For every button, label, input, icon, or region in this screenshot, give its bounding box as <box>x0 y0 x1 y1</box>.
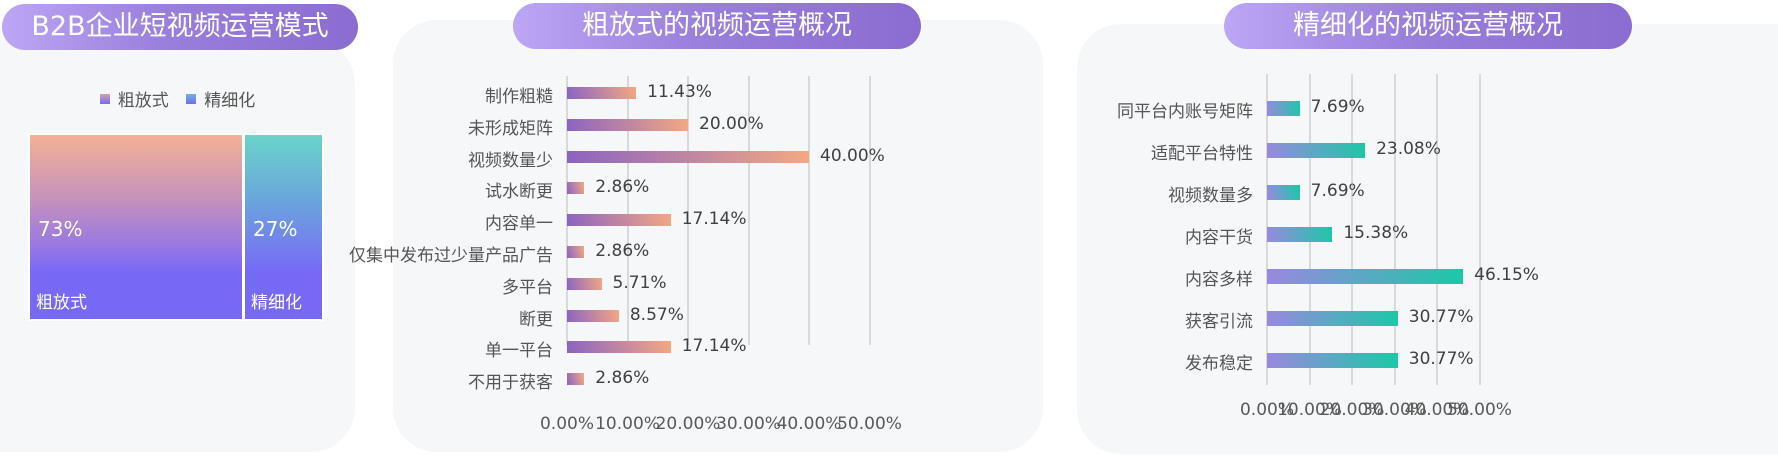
bar[interactable] <box>567 373 585 386</box>
bar[interactable] <box>567 150 809 163</box>
bar-value-label: 30.77% <box>1408 307 1474 327</box>
gridline <box>566 76 568 345</box>
x-axis-tick-label: 10.00% <box>595 414 660 434</box>
bar[interactable] <box>1267 268 1464 284</box>
x-axis-tick-label: 30.00% <box>1362 400 1427 420</box>
bar-value-label: 2.86% <box>595 241 650 261</box>
bar-value-label: 2.86% <box>595 368 650 389</box>
y-axis-category-label: 同平台内账号矩阵 <box>1117 102 1253 122</box>
y-axis-category-label: 试水断更 <box>485 182 553 203</box>
bar-value-label: 30.77% <box>1408 349 1474 369</box>
x-axis-tick-label: 10.00% <box>1277 400 1342 420</box>
bar-value-label: 8.57% <box>629 304 684 325</box>
bar-value-label: 7.69% <box>1310 181 1365 201</box>
panel-right-title: 精细化的视频运营概况 <box>1224 3 1632 49</box>
treemap-tile-rough[interactable]: 73% 粗放式 <box>28 133 244 321</box>
y-axis-category-label: 未形成矩阵 <box>468 118 553 139</box>
bar-value-label: 23.08% <box>1376 139 1441 159</box>
bar[interactable] <box>1267 100 1300 116</box>
bar[interactable] <box>1267 142 1366 158</box>
gridline <box>626 76 629 345</box>
y-axis-category-label: 内容单一 <box>485 214 553 235</box>
panel-middle-card <box>393 20 1043 452</box>
bar-value-label: 2.86% <box>595 177 650 198</box>
y-axis-category-label: 发布稳定 <box>1185 354 1253 374</box>
y-axis-category-label: 单一平台 <box>485 341 553 362</box>
y-axis-category-label: 制作粗糙 <box>485 87 553 107</box>
bar-value-label: 40.00% <box>820 145 885 166</box>
bar[interactable] <box>1267 310 1398 326</box>
bar[interactable] <box>567 341 671 354</box>
panel-middle-title: 粗放式的视频运营概况 <box>513 3 921 49</box>
gridline <box>1393 74 1396 385</box>
bar[interactable] <box>1267 184 1300 200</box>
bar[interactable] <box>567 214 671 227</box>
legend-swatch-fine <box>186 93 197 104</box>
y-axis-category-label: 内容干货 <box>1185 228 1253 248</box>
gridline <box>687 76 689 345</box>
bar[interactable] <box>567 246 585 258</box>
panel-left-title: B2B企业短视频运营模式 <box>2 4 358 50</box>
gridline <box>808 76 810 345</box>
x-axis-tick-label: 40.00% <box>1404 400 1470 420</box>
y-axis-category-label: 仅集中发布过少量产品广告 <box>349 246 553 266</box>
bar[interactable] <box>567 277 602 290</box>
gridline <box>1478 74 1481 385</box>
y-axis-category-label: 视频数量少 <box>468 150 553 171</box>
bar-value-label: 5.71% <box>612 272 667 293</box>
bar-value-label: 15.38% <box>1343 223 1409 243</box>
bar-value-label: 46.15% <box>1474 265 1539 285</box>
gridline <box>747 76 750 345</box>
x-axis-tick-label: 20.00% <box>655 414 721 434</box>
y-axis-category-label: 获客引流 <box>1185 312 1253 332</box>
x-axis-tick-label: 0.00% <box>1239 400 1295 420</box>
bar[interactable] <box>1267 226 1333 242</box>
bar[interactable] <box>567 118 688 131</box>
bar[interactable] <box>567 182 585 195</box>
x-axis-tick-label: 50.00% <box>1447 400 1512 420</box>
y-axis-category-label: 视频数量多 <box>1168 186 1253 206</box>
bar-value-label: 17.14% <box>681 336 747 357</box>
gridline <box>1351 74 1353 385</box>
legend-item-rough[interactable]: 粗放式 <box>99 86 169 111</box>
x-axis-tick-label: 50.00% <box>837 414 902 434</box>
bar[interactable] <box>567 309 619 322</box>
x-axis-tick-label: 40.00% <box>776 414 842 434</box>
legend-item-fine[interactable]: 精细化 <box>186 86 255 111</box>
x-axis-tick-label: 30.00% <box>716 414 781 434</box>
bar-value-label: 17.14% <box>681 209 747 230</box>
legend-swatch-rough <box>99 93 110 104</box>
chart-legend: 粗放式 精细化 <box>0 86 355 111</box>
x-axis-tick-label: 20.00% <box>1319 400 1385 420</box>
gridline <box>1436 74 1438 385</box>
bar-value-label: 7.69% <box>1310 97 1365 117</box>
bar[interactable] <box>1267 352 1398 368</box>
gridline <box>868 76 871 345</box>
y-axis-category-label: 断更 <box>519 309 553 330</box>
bar-value-label: 11.43% <box>647 82 712 102</box>
bar-value-label: 20.00% <box>699 113 764 134</box>
treemap-tile-fine[interactable]: 27% 精细化 <box>243 133 324 321</box>
y-axis-category-label: 适配平台特性 <box>1151 144 1253 164</box>
y-axis-category-label: 不用于获客 <box>468 373 553 394</box>
x-axis-tick-label: 0.00% <box>539 414 595 434</box>
y-axis-category-label: 多平台 <box>502 277 553 298</box>
y-axis-category-label: 内容多样 <box>1185 270 1253 290</box>
panel-right-card <box>1077 24 1778 454</box>
bar[interactable] <box>567 87 637 99</box>
